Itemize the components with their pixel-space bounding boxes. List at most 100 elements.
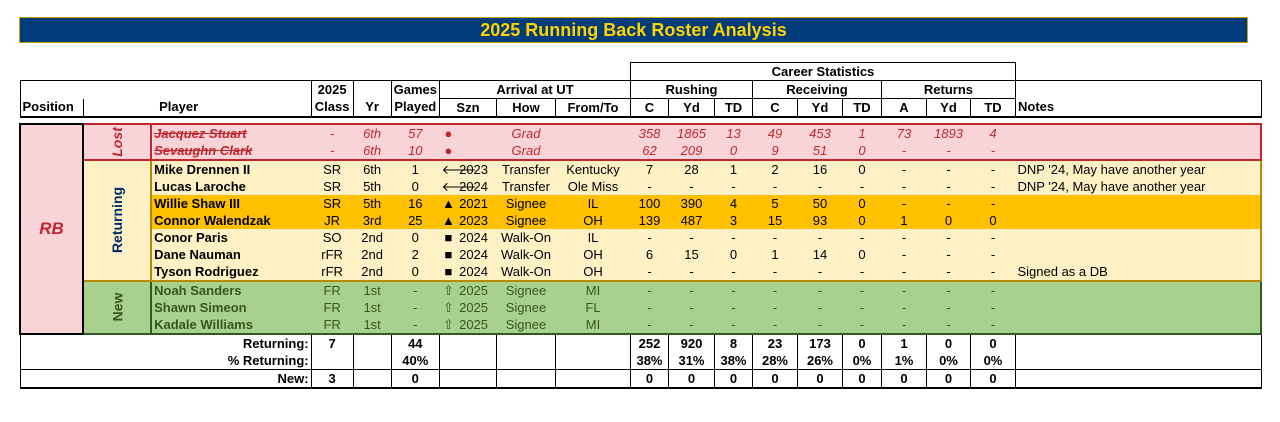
ret-td-header: TD	[969, 98, 1016, 118]
rush-c-cell: -	[630, 316, 669, 335]
rush-yd-cell: 487	[668, 212, 715, 229]
summary-yr-blank	[352, 333, 392, 352]
ret-td-cell: -	[970, 159, 1016, 178]
group-label-text: New	[109, 292, 126, 322]
summary-szn-blank	[438, 369, 497, 389]
notes-cell	[1015, 299, 1263, 316]
rec-c-cell: -	[752, 229, 798, 246]
arrival-header: Arrival at UT	[438, 80, 631, 99]
ret-yd-cell: -	[926, 195, 971, 212]
szn-value: 2024	[455, 229, 489, 245]
yr-cell: 3rd	[353, 212, 392, 229]
receiving-header: Receiving	[751, 80, 882, 99]
rush-yd-cell: 15	[668, 246, 715, 263]
how-cell: Grad	[496, 123, 556, 142]
notes-cell: Signed as a DB	[1015, 263, 1263, 282]
player-name: Lucas Laroche	[151, 178, 312, 195]
summary-from-blank	[554, 333, 631, 352]
triangle-icon: ▲	[442, 212, 455, 228]
summary-ret-yd: 0	[925, 333, 971, 352]
header-row-3: Position Player Class Yr Played Szn How …	[19, 98, 1262, 118]
class-header-bottom: Class	[310, 98, 354, 118]
summary-rush-yd: 920	[667, 333, 715, 352]
fromto-cell: OH	[555, 212, 631, 229]
summary-ret-td: 0	[969, 333, 1016, 352]
square-icon: ■	[444, 246, 453, 262]
rec-c-cell: 9	[752, 142, 798, 161]
rec-yd-cell: 14	[797, 246, 843, 263]
rec-td-cell: 0	[842, 246, 882, 263]
szn-cell: ●	[439, 123, 497, 142]
ret-a-cell: 73	[881, 123, 927, 142]
class-cell: FR	[311, 299, 354, 316]
summary-rec-yd: 26%	[796, 352, 843, 370]
rush-yd-cell: -	[668, 299, 715, 316]
summary-rec-yd: 0	[796, 369, 843, 389]
player-row: Sevaughn Clark -6th 10 ● Grad 62 209 0 9 51 0- - -	[20, 142, 1263, 161]
player-name: Conor Paris	[151, 229, 312, 246]
fromto-cell: OH	[555, 263, 631, 282]
how-cell: Transfer	[496, 159, 556, 178]
games-cell: 0	[391, 263, 440, 282]
rec-c-cell: 49	[752, 123, 798, 142]
ret-yd-cell: 0	[926, 212, 971, 229]
games-header-top: Games	[390, 80, 440, 99]
summary-how-blank	[495, 333, 556, 352]
rec-td-cell: -	[842, 316, 882, 335]
summary-szn-blank	[438, 333, 497, 352]
rec-td-cell: -	[842, 263, 882, 282]
class-cell: FR	[311, 316, 354, 335]
rec-yd-cell: -	[797, 280, 843, 299]
szn-value: 2023	[455, 212, 489, 228]
rec-yd-cell: -	[797, 229, 843, 246]
rush-yd-cell: 390	[668, 195, 715, 212]
ret-yd-cell: -	[926, 229, 971, 246]
rush-c-cell: 100	[630, 195, 669, 212]
summary-notes-blank	[1014, 352, 1262, 370]
summary-how-blank	[495, 352, 556, 370]
summary-ret-yd: 0%	[925, 352, 971, 370]
szn-value: 2023	[455, 161, 489, 177]
how-cell: Signee	[496, 299, 556, 316]
rec-yd-cell: -	[797, 316, 843, 335]
summary-ret-td: 0	[969, 369, 1016, 389]
rec-c-cell: 2	[752, 159, 798, 178]
summary-label: Returning:	[19, 333, 312, 352]
ret-td-cell: -	[970, 316, 1016, 335]
class-cell: SO	[311, 229, 354, 246]
ret-yd-cell: -	[926, 159, 971, 178]
ret-a-cell: -	[881, 246, 927, 263]
summary-games: 44	[390, 333, 440, 352]
spacer-row	[20, 117, 1261, 124]
position-header: Position	[19, 98, 83, 118]
summary-rush-c: 38%	[629, 352, 669, 370]
yr-cell: 6th	[353, 159, 392, 178]
yr-cell: 5th	[353, 195, 392, 212]
rec-c-header: C	[751, 98, 798, 118]
rec-td-cell: 0	[842, 212, 882, 229]
rec-td-cell: 0	[842, 142, 882, 161]
player-header: Player	[151, 98, 312, 118]
ret-a-cell: -	[881, 263, 927, 282]
how-cell: Signee	[496, 195, 556, 212]
rush-td-cell: -	[714, 263, 753, 282]
fromto-cell: MI	[555, 280, 631, 299]
group-label-lost: Lost	[81, 123, 153, 161]
player-name: Noah Sanders	[151, 280, 312, 299]
rush-td-cell: 3	[714, 212, 753, 229]
page-title: 2025 Running Back Roster Analysis	[19, 17, 1248, 43]
ret-td-cell: -	[970, 280, 1016, 299]
fromto-cell	[555, 142, 631, 161]
how-cell: Signee	[496, 316, 556, 335]
up-arrow-outline-icon: ⇧	[443, 299, 454, 315]
szn-cell: ●	[439, 142, 497, 161]
summary-rush-td: 8	[713, 333, 753, 352]
games-cell: 2	[391, 246, 440, 263]
summary-games: 0	[390, 369, 440, 389]
summary-class: 3	[310, 369, 354, 389]
rush-c-cell: 6	[630, 246, 669, 263]
szn-cell: ▲ 2023	[439, 212, 497, 229]
square-icon: ■	[444, 229, 453, 245]
szn-value: 2021	[455, 195, 489, 211]
ret-yd-header: Yd	[925, 98, 971, 118]
